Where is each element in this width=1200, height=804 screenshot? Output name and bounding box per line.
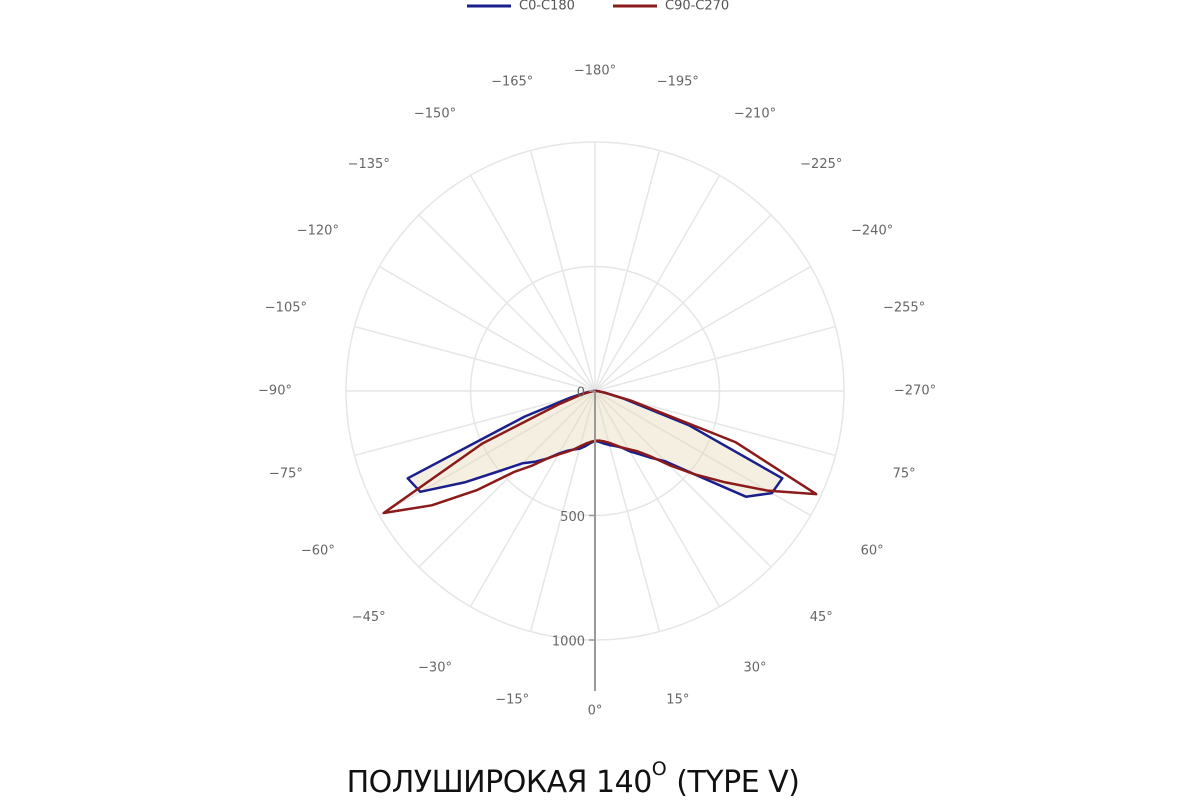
angular-tick-label: 75° <box>893 466 916 481</box>
grid-spoke <box>594 174 721 392</box>
angular-tick-label: 0° <box>588 704 603 719</box>
grid-spoke <box>418 390 596 568</box>
angular-tick-label: −75° <box>269 466 303 481</box>
angular-tick-label: −120° <box>297 224 339 239</box>
angular-tick-label: −225° <box>800 157 842 172</box>
angular-tick-label: −165° <box>491 74 533 89</box>
grid-spoke <box>594 325 836 392</box>
grid-spoke <box>469 390 596 608</box>
angular-tick-label: 30° <box>743 661 766 676</box>
angular-tick-label: 60° <box>861 544 884 559</box>
grid-spoke <box>594 390 721 608</box>
angular-tick-label: −135° <box>348 157 390 172</box>
angular-tick-label: −210° <box>734 106 776 121</box>
grid-spoke <box>594 214 772 392</box>
angular-tick-label: −90° <box>258 384 292 399</box>
angular-tick-label: −15° <box>495 693 529 708</box>
title-main: ПОЛУШИРОКАЯ 140 <box>347 765 652 800</box>
series-line <box>382 389 818 515</box>
grid-spoke <box>418 214 596 392</box>
radial-tick-label: 1000 <box>552 635 585 650</box>
grid-spoke <box>529 390 596 632</box>
angular-tick-label: −105° <box>265 301 307 316</box>
angular-tick-label: −150° <box>414 106 456 121</box>
angular-tick-label: −30° <box>418 661 452 676</box>
grid-spoke <box>354 325 596 392</box>
angular-tick-label: 45° <box>810 610 833 625</box>
angular-tick-label: −180° <box>574 64 616 79</box>
grid <box>345 141 845 641</box>
legend-label: C0-C180 <box>519 0 575 14</box>
chart-title: ПОЛУШИРОКАЯ 140O (TYPE V) <box>347 758 800 800</box>
angular-tick-label: −60° <box>301 544 335 559</box>
grid-spoke <box>529 150 596 392</box>
angular-tick-label: −270° <box>894 384 936 399</box>
plot-area <box>382 389 818 515</box>
angular-tick-label: −255° <box>883 301 925 316</box>
labels: 0° 15° 30° 45° 60° 75° −270° −255° −240° −225° −21… <box>258 64 936 719</box>
angular-tick-label: −45° <box>352 610 386 625</box>
grid-spoke <box>594 390 661 632</box>
grid-spoke <box>594 150 661 392</box>
angular-tick-label: −240° <box>851 224 893 239</box>
angular-tick-label: −195° <box>657 74 699 89</box>
legend: C0-C180 C90-C270 <box>467 0 729 14</box>
grid-spoke <box>378 265 596 392</box>
grid-spoke <box>354 390 596 457</box>
title-suffix: (TYPE V) <box>676 765 799 800</box>
legend-label: C90-C270 <box>665 0 729 14</box>
radial-tick-label: 0 <box>577 386 585 401</box>
title-superscript: O <box>652 758 666 780</box>
grid-spoke <box>594 390 772 568</box>
grid-spoke <box>594 265 812 392</box>
radial-tick-label: 500 <box>560 510 585 525</box>
grid-spoke <box>378 390 596 517</box>
grid-spoke <box>594 390 812 517</box>
angular-tick-label: 15° <box>666 693 689 708</box>
grid-spoke <box>469 174 596 392</box>
